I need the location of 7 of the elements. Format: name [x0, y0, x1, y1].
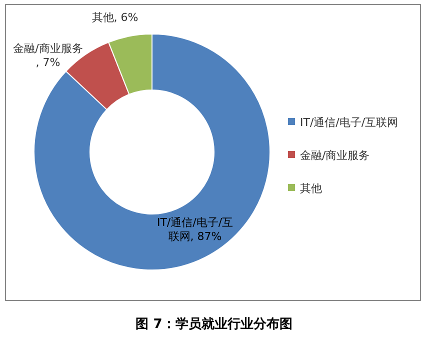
legend-label: IT/通信/电子/互联网	[300, 116, 398, 129]
text: 图 7：学员就业行业分布图	[136, 316, 292, 332]
data-label: IT/通信/电子/互联网, 87%	[156, 216, 234, 243]
legend-label: 其他	[300, 182, 322, 195]
legend-label: 金融/商业服务	[300, 149, 370, 162]
data-label: 其他, 6%	[92, 11, 138, 24]
data-label: 金融/商业服务, 7%	[13, 42, 83, 69]
